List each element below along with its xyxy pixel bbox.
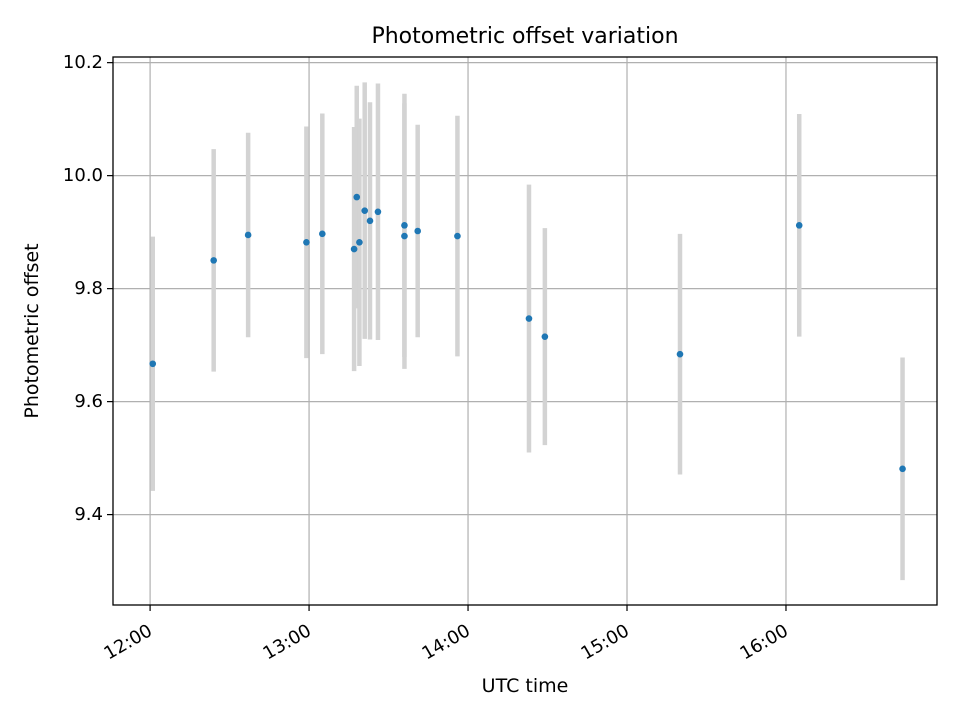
- data-point: [414, 227, 421, 235]
- data-point: [350, 245, 358, 253]
- data-point: [149, 360, 157, 368]
- y-axis-title: Photometric offset: [21, 243, 43, 418]
- x-tick-label: 12:00: [101, 620, 156, 664]
- data-point: [401, 232, 408, 240]
- data-point: [361, 207, 369, 214]
- x-tick-label: 16:00: [736, 620, 791, 664]
- plot-frame: [112, 56, 938, 606]
- data-point: [525, 315, 533, 322]
- data-point: [541, 333, 549, 340]
- data-point: [319, 230, 326, 238]
- axis-ticks: 12:00 13:00 14:00 15:00 16:00 9.4 9.6 9.8 10.0 10…: [63, 52, 792, 664]
- data-point: [356, 239, 363, 246]
- data-point: [401, 222, 408, 229]
- x-tick-label: 15:00: [577, 620, 632, 664]
- data-point: [353, 193, 361, 201]
- data-point: [210, 257, 217, 264]
- grid: [113, 57, 937, 605]
- y-tick-label: 9.4: [74, 504, 103, 525]
- data-point: [244, 231, 252, 239]
- data-points: [149, 193, 906, 473]
- data-point: [374, 208, 382, 216]
- y-tick-label: 10.0: [63, 165, 103, 186]
- data-point: [795, 222, 803, 229]
- data-point: [303, 239, 310, 246]
- data-point: [899, 465, 906, 473]
- y-tick-label: 9.8: [74, 278, 103, 299]
- y-tick-label: 9.6: [74, 391, 103, 412]
- x-tick-label: 14:00: [419, 620, 474, 664]
- error-bars: [150, 82, 905, 581]
- y-tick-label: 10.2: [63, 52, 103, 73]
- chart-title: Photometric offset variation: [371, 24, 678, 49]
- data-point: [676, 350, 684, 358]
- x-axis-title: UTC time: [482, 675, 569, 697]
- data-point: [454, 232, 461, 240]
- x-tick-label: 13:00: [260, 620, 315, 664]
- data-point: [366, 217, 374, 225]
